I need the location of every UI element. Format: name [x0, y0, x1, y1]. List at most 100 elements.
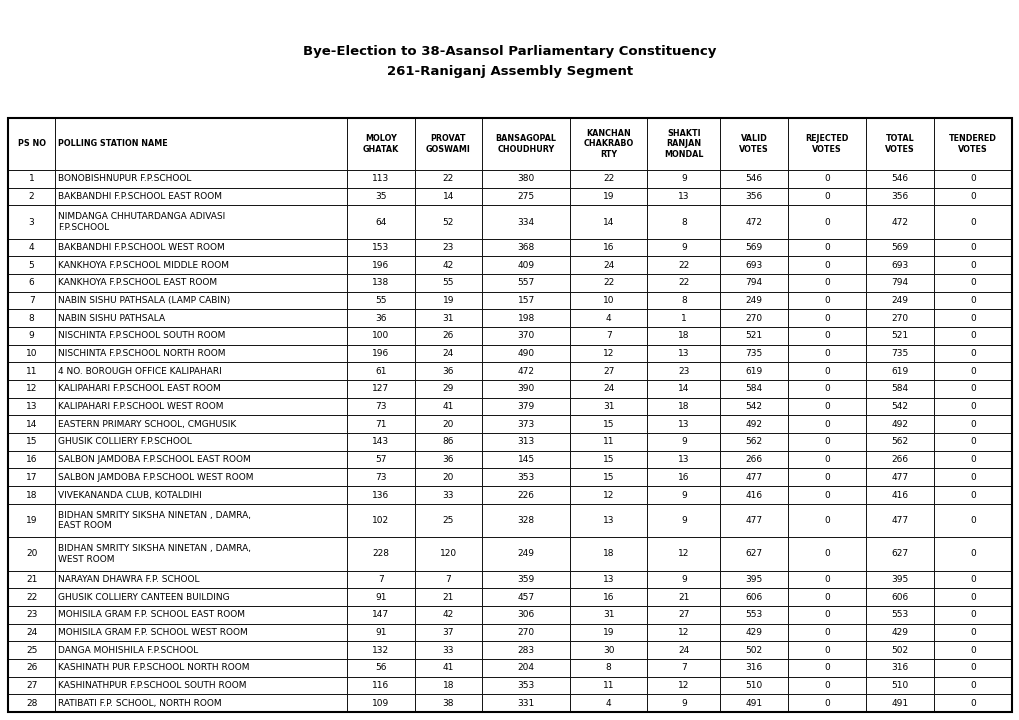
- Text: KALIPAHARI F.P.SCHOOL WEST ROOM: KALIPAHARI F.P.SCHOOL WEST ROOM: [58, 402, 223, 411]
- Text: 10: 10: [25, 349, 38, 358]
- Text: 0: 0: [823, 490, 829, 500]
- Bar: [346, 588, 414, 606]
- Text: 735: 735: [745, 349, 762, 358]
- Bar: [787, 659, 865, 677]
- Bar: [414, 310, 482, 327]
- Text: 0: 0: [823, 366, 829, 376]
- Bar: [55, 362, 346, 380]
- Bar: [570, 606, 647, 624]
- Bar: [55, 571, 346, 588]
- Bar: [719, 677, 787, 694]
- Text: 15: 15: [602, 473, 613, 482]
- Bar: [570, 310, 647, 327]
- Bar: [719, 451, 787, 469]
- Bar: [346, 327, 414, 345]
- Bar: [482, 239, 570, 256]
- Text: 0: 0: [969, 331, 975, 341]
- Bar: [570, 469, 647, 486]
- Bar: [55, 415, 346, 433]
- Bar: [570, 205, 647, 239]
- Text: 331: 331: [517, 698, 534, 708]
- Text: 19: 19: [442, 296, 453, 305]
- Text: 584: 584: [891, 384, 908, 393]
- Text: 0: 0: [823, 663, 829, 672]
- Text: 8: 8: [681, 296, 686, 305]
- Bar: [346, 694, 414, 712]
- Bar: [55, 118, 346, 170]
- Bar: [932, 504, 1011, 537]
- Bar: [414, 415, 482, 433]
- Bar: [865, 397, 932, 415]
- Bar: [647, 606, 719, 624]
- Text: 14: 14: [442, 192, 453, 201]
- Bar: [346, 433, 414, 451]
- Bar: [570, 118, 647, 170]
- Text: 196: 196: [372, 349, 389, 358]
- Bar: [932, 397, 1011, 415]
- Text: 542: 542: [891, 402, 908, 411]
- Text: 20: 20: [442, 473, 453, 482]
- Bar: [482, 433, 570, 451]
- Text: 127: 127: [372, 384, 389, 393]
- Bar: [865, 677, 932, 694]
- Text: 0: 0: [969, 174, 975, 184]
- Bar: [482, 415, 570, 433]
- Text: 492: 492: [891, 420, 908, 429]
- Bar: [482, 486, 570, 504]
- Bar: [55, 239, 346, 256]
- Bar: [719, 205, 787, 239]
- Text: 12: 12: [25, 384, 38, 393]
- Bar: [346, 451, 414, 469]
- Text: 13: 13: [678, 420, 689, 429]
- Text: 18: 18: [602, 549, 613, 559]
- Bar: [8, 624, 55, 642]
- Bar: [865, 659, 932, 677]
- Text: 0: 0: [823, 473, 829, 482]
- Text: 13: 13: [602, 516, 613, 525]
- Bar: [787, 588, 865, 606]
- Text: 0: 0: [823, 593, 829, 602]
- Bar: [8, 606, 55, 624]
- Bar: [865, 433, 932, 451]
- Bar: [346, 415, 414, 433]
- Text: 510: 510: [745, 681, 762, 690]
- Text: PS NO: PS NO: [17, 140, 46, 148]
- Text: 153: 153: [372, 243, 389, 252]
- Text: 0: 0: [969, 243, 975, 252]
- Text: 1: 1: [681, 314, 686, 323]
- Text: 33: 33: [442, 646, 453, 654]
- Bar: [482, 205, 570, 239]
- Text: KALIPAHARI F.P.SCHOOL EAST ROOM: KALIPAHARI F.P.SCHOOL EAST ROOM: [58, 384, 221, 393]
- Text: 373: 373: [517, 420, 534, 429]
- Bar: [8, 397, 55, 415]
- Text: BAKBANDHI F.P.SCHOOL WEST ROOM: BAKBANDHI F.P.SCHOOL WEST ROOM: [58, 243, 225, 252]
- Text: 606: 606: [891, 593, 908, 602]
- Bar: [719, 588, 787, 606]
- Bar: [8, 469, 55, 486]
- Bar: [55, 659, 346, 677]
- Bar: [787, 624, 865, 642]
- Bar: [55, 642, 346, 659]
- Text: 55: 55: [442, 279, 453, 287]
- Text: 102: 102: [372, 516, 389, 525]
- Bar: [647, 205, 719, 239]
- Text: 36: 36: [442, 366, 453, 376]
- Text: 266: 266: [745, 455, 762, 464]
- Text: SALBON JAMDOBA F.P.SCHOOL WEST ROOM: SALBON JAMDOBA F.P.SCHOOL WEST ROOM: [58, 473, 254, 482]
- Bar: [570, 397, 647, 415]
- Text: 228: 228: [372, 549, 389, 559]
- Bar: [570, 292, 647, 310]
- Text: 15: 15: [25, 438, 38, 446]
- Text: 42: 42: [442, 261, 453, 270]
- Text: 562: 562: [891, 438, 908, 446]
- Text: VALID
VOTES: VALID VOTES: [739, 135, 768, 153]
- Text: 359: 359: [517, 575, 534, 584]
- Bar: [482, 345, 570, 362]
- Text: 368: 368: [517, 243, 534, 252]
- Bar: [719, 606, 787, 624]
- Bar: [647, 362, 719, 380]
- Bar: [647, 624, 719, 642]
- Bar: [482, 118, 570, 170]
- Bar: [414, 642, 482, 659]
- Bar: [570, 415, 647, 433]
